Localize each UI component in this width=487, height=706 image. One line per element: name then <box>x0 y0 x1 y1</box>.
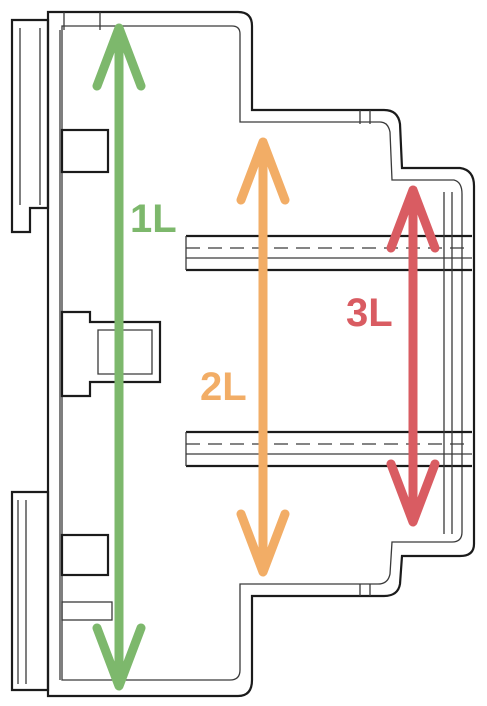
dimension-label-1L: 1L <box>130 197 177 241</box>
dimension-label-3L: 3L <box>346 291 393 335</box>
dimension-arrow-1L <box>92 23 146 691</box>
dimension-label-2L: 2L <box>200 365 247 409</box>
dimension-arrow-3L <box>386 185 440 527</box>
device-outline <box>10 10 476 698</box>
dimension-arrow-2L <box>236 137 290 577</box>
